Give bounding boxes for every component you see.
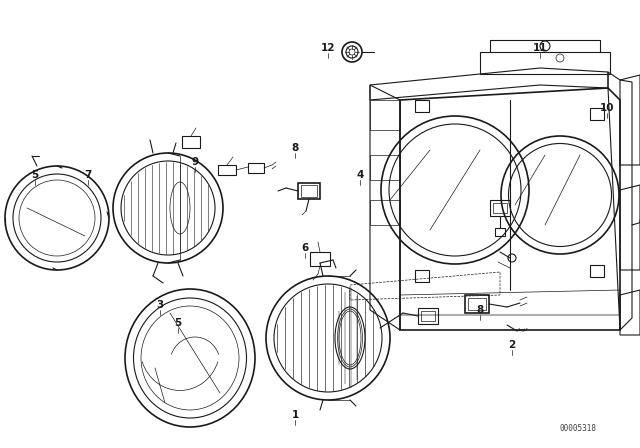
Text: 10: 10 — [600, 103, 614, 113]
Text: 12: 12 — [321, 43, 335, 53]
Text: 6: 6 — [301, 243, 308, 253]
Text: 00005318: 00005318 — [559, 423, 596, 432]
Text: 8: 8 — [476, 305, 484, 315]
Text: 2: 2 — [508, 340, 516, 350]
Bar — [218, 165, 236, 175]
Text: 11: 11 — [532, 43, 547, 53]
Bar — [493, 203, 507, 213]
Text: 3: 3 — [156, 300, 164, 310]
Bar — [301, 185, 317, 197]
Bar — [418, 308, 438, 324]
Bar — [490, 200, 510, 216]
Bar — [465, 295, 489, 313]
Text: 1: 1 — [291, 410, 299, 420]
Text: 9: 9 — [191, 157, 198, 167]
Bar — [182, 136, 200, 148]
Bar — [248, 163, 264, 173]
Bar — [415, 270, 429, 282]
Text: 4: 4 — [356, 170, 364, 180]
Bar — [480, 52, 610, 74]
Text: 7: 7 — [84, 170, 92, 180]
Text: 5: 5 — [174, 318, 182, 328]
Bar — [468, 298, 486, 310]
Text: 5: 5 — [31, 170, 38, 180]
Bar — [421, 311, 435, 321]
Bar — [415, 100, 429, 112]
Bar — [495, 228, 505, 236]
Bar — [590, 265, 604, 277]
Bar — [590, 108, 604, 120]
Text: 8: 8 — [291, 143, 299, 153]
Bar — [298, 183, 320, 199]
Bar — [310, 252, 330, 266]
